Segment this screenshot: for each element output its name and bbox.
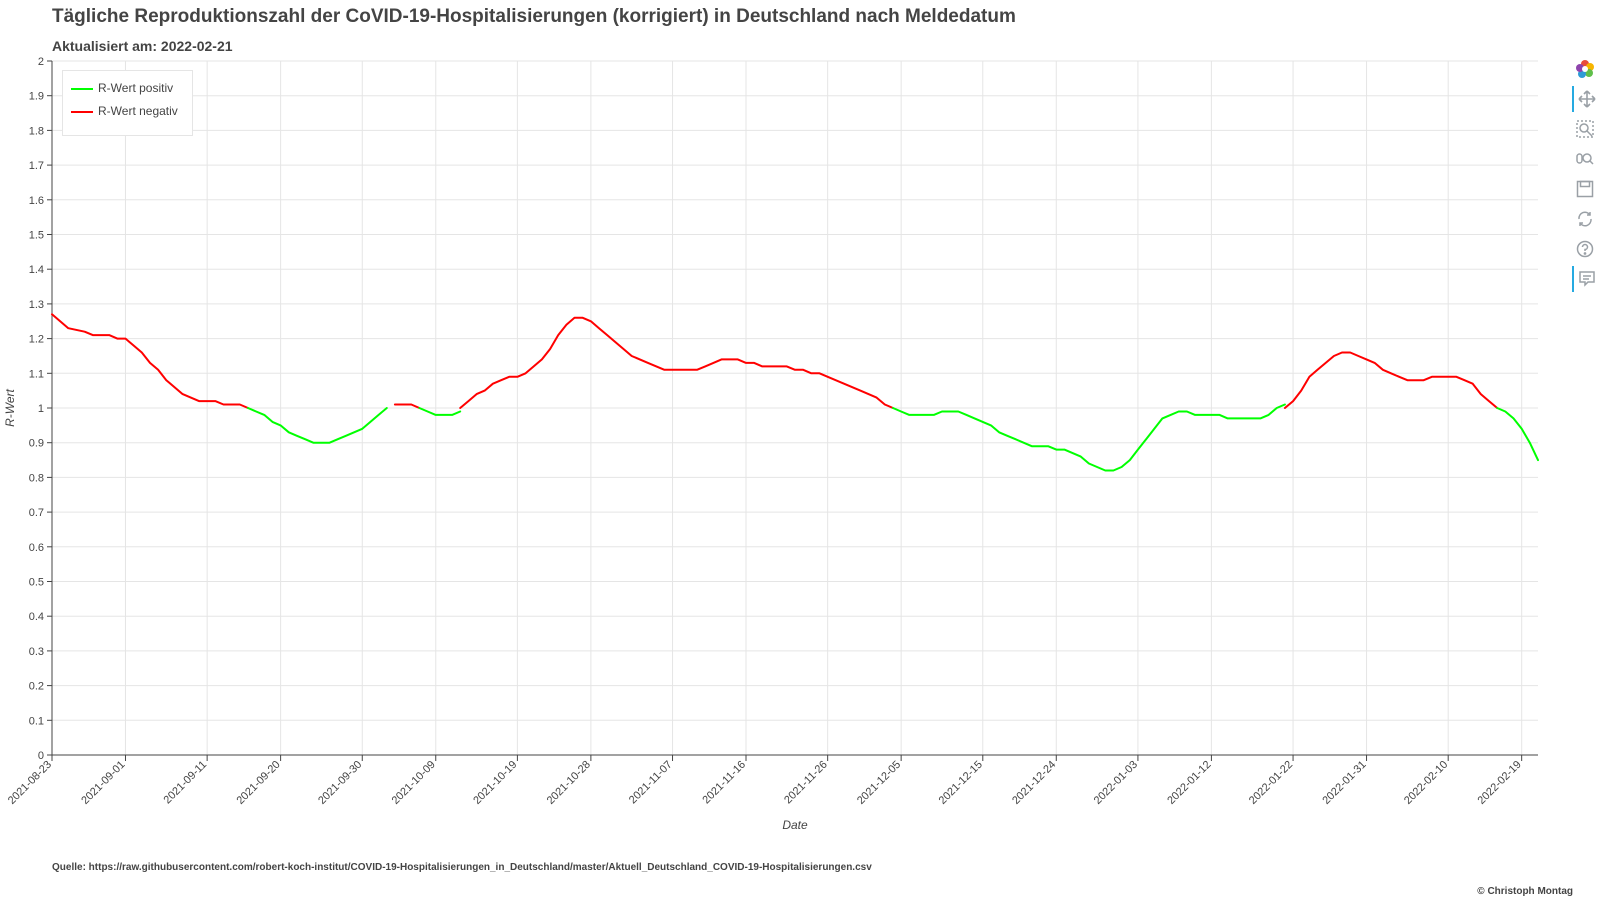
y-tick-label: 1.9 [29, 91, 44, 103]
plot-area[interactable]: 0 0.1 0.2 0.3 0.4 0.5 0.6 0.7 0.8 0.9 1 1.1 1.2 1.3 1.… [0, 0, 1570, 860]
x-tick-label: 2021-10-19 [471, 759, 519, 807]
y-tick-label: 1.3 [29, 299, 44, 311]
bokeh-logo-icon[interactable] [1572, 56, 1598, 82]
series-line-negative [393, 403, 421, 409]
x-tick-label: 2022-02-10 [1402, 759, 1450, 807]
x-tick-label: 2021-09-01 [79, 759, 127, 807]
legend-item-negative[interactable]: R-Wert negativ [71, 104, 178, 118]
help-icon[interactable] [1572, 236, 1598, 262]
y-tick-label: 0.6 [29, 542, 44, 554]
x-axis-label: Date [782, 818, 808, 832]
x-tick-label: 2021-10-09 [390, 759, 438, 807]
x-tick-label: 2021-12-15 [937, 759, 985, 807]
y-tick-label: 1.4 [29, 264, 44, 276]
y-tick-label: 0.2 [29, 681, 44, 693]
box-zoom-icon[interactable] [1572, 116, 1598, 142]
y-tick-label: 1.5 [29, 230, 44, 242]
series-line-negative [1283, 351, 1499, 409]
legend-label-positive: R-Wert positiv [98, 81, 174, 95]
y-tick-label: 0.3 [29, 646, 44, 658]
x-tick-label: 2021-12-24 [1010, 759, 1058, 807]
y-tick-label: 2 [38, 56, 44, 68]
y-tick-label: 0.8 [29, 472, 44, 484]
x-tick-label: 2021-09-30 [316, 759, 364, 807]
save-icon[interactable] [1572, 176, 1598, 202]
y-axis-label: R-Wert [3, 388, 17, 426]
hover-icon[interactable] [1572, 266, 1600, 292]
reset-icon[interactable] [1572, 206, 1598, 232]
x-tick-label: 2022-01-12 [1165, 759, 1213, 807]
legend-swatch-positive [71, 87, 93, 90]
chart-title: Tägliche Reproduktionszahl der CoVID-19-… [52, 6, 1016, 27]
y-tick-label: 0.9 [29, 438, 44, 450]
series-line-positive [418, 407, 462, 416]
series-line-positive [892, 403, 1286, 472]
copyright-note: © Christoph Montag [1477, 886, 1573, 897]
x-tick-label: 2021-08-23 [6, 759, 54, 807]
series-line-positive [1496, 407, 1539, 462]
x-tick-label: 2022-02-19 [1476, 759, 1524, 807]
x-tick-label: 2021-11-07 [627, 759, 675, 807]
y-tick-label: 1.1 [29, 368, 44, 380]
y-tick-label: 0 [38, 750, 44, 762]
legend: R-Wert positiv R-Wert negativ [62, 70, 193, 136]
legend-swatch-negative [71, 110, 93, 113]
source-note: Quelle: https://raw.githubusercontent.co… [52, 862, 872, 873]
legend-label-negative: R-Wert negativ [98, 104, 178, 118]
x-tick-label: 2022-01-31 [1320, 759, 1368, 807]
x-tick-label: 2021-11-26 [782, 759, 830, 807]
y-tick-label: 1.7 [29, 160, 44, 172]
x-tick-label: 2022-01-22 [1247, 759, 1295, 807]
x-tick-label: 2021-12-05 [855, 759, 903, 807]
series-line-negative [51, 313, 249, 409]
y-tick-label: 1.2 [29, 334, 44, 346]
x-tick-label: 2021-11-16 [700, 759, 748, 807]
x-tick-label: 2022-01-03 [1092, 759, 1140, 807]
y-tick-label: 1.8 [29, 125, 44, 137]
series-line-positive [247, 407, 388, 444]
y-tick-label: 0.4 [29, 611, 44, 623]
x-tick-label: 2021-10-28 [545, 759, 593, 807]
y-tick-label: 1 [38, 403, 44, 415]
series-line-negative [459, 316, 894, 409]
y-tick-label: 0.1 [29, 715, 44, 727]
legend-item-positive[interactable]: R-Wert positiv [71, 81, 173, 95]
chart-subtitle: Aktualisiert am: 2022-02-21 [52, 38, 233, 54]
y-tick-label: 0.5 [29, 577, 44, 589]
y-tick-label: 0.7 [29, 507, 44, 519]
pan-icon[interactable] [1572, 86, 1600, 112]
x-tick-label: 2021-09-20 [234, 759, 282, 807]
wheel-zoom-icon[interactable] [1572, 146, 1598, 172]
y-tick-label: 1.6 [29, 195, 44, 207]
x-tick-label: 2021-09-11 [162, 759, 210, 807]
